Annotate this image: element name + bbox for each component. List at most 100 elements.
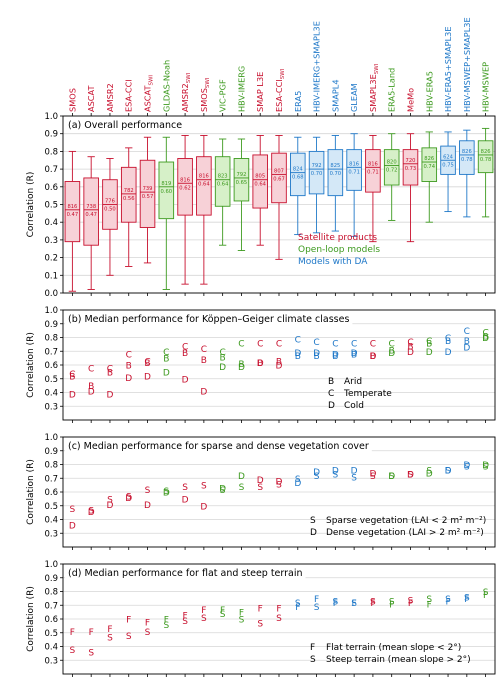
data-marker: S bbox=[145, 628, 151, 638]
data-marker: C bbox=[407, 338, 413, 348]
product-label: SMOSSWI bbox=[199, 77, 211, 112]
box-median-label: 0.64 bbox=[254, 182, 266, 188]
data-marker: C bbox=[88, 364, 94, 374]
box-iqr bbox=[365, 149, 381, 193]
data-marker: S bbox=[163, 487, 169, 497]
y-tick-label: 0.4 bbox=[44, 389, 58, 399]
data-marker: S bbox=[276, 480, 282, 490]
y-tick-label: 0.1 bbox=[44, 271, 58, 281]
box-count-label: 826 bbox=[462, 149, 472, 155]
data-marker: C bbox=[69, 370, 75, 380]
data-marker: D bbox=[369, 352, 376, 362]
product-label: SMAPL3ESWI bbox=[368, 63, 380, 112]
data-marker: S bbox=[145, 486, 151, 496]
y-tick-label: 1.0 bbox=[44, 306, 58, 316]
box-count-label: 739 bbox=[143, 186, 153, 192]
product-label: ESA-CCISWI bbox=[274, 68, 286, 112]
data-marker: D bbox=[200, 502, 207, 512]
box-median-label: 0.50 bbox=[104, 207, 116, 213]
data-marker: S bbox=[88, 506, 94, 516]
data-marker: S bbox=[464, 462, 470, 472]
legend-label: Flat terrain (mean slope < 2°) bbox=[326, 643, 461, 653]
data-marker: B bbox=[295, 352, 301, 362]
data-marker: S bbox=[201, 614, 207, 624]
y-tick-label: 0.5 bbox=[44, 375, 58, 385]
data-marker: F bbox=[389, 600, 394, 610]
box-iqr bbox=[271, 152, 287, 204]
data-marker: C bbox=[201, 345, 207, 355]
y-tick-label: 1.0 bbox=[44, 112, 58, 122]
data-marker: B bbox=[238, 360, 244, 370]
box-median-label: 0.71 bbox=[348, 169, 360, 175]
data-marker: F bbox=[370, 599, 375, 609]
box-iqr bbox=[477, 140, 494, 174]
panel-frame bbox=[62, 115, 496, 294]
box-iqr bbox=[196, 156, 212, 216]
product-label: GLEAM bbox=[349, 83, 359, 112]
y-tick-label: 0.4 bbox=[44, 516, 58, 526]
product-label: HBV-MSWEP+SMAPL3E bbox=[462, 17, 472, 112]
legend-letter: C bbox=[328, 389, 334, 399]
panel-frame bbox=[62, 309, 496, 421]
data-marker: B bbox=[483, 333, 489, 343]
box-count-label: 826 bbox=[424, 156, 434, 162]
data-marker: S bbox=[182, 483, 188, 493]
data-marker: S bbox=[483, 462, 489, 472]
data-marker: B bbox=[370, 352, 376, 362]
data-marker: B bbox=[426, 340, 432, 350]
data-marker: C bbox=[482, 329, 488, 339]
box-count-label: 816 bbox=[368, 161, 378, 167]
data-marker: D bbox=[88, 508, 95, 518]
data-marker: D bbox=[200, 388, 207, 398]
box-count-label: 816 bbox=[67, 204, 77, 210]
box-count-label: 816 bbox=[199, 174, 209, 180]
data-marker: S bbox=[257, 620, 263, 630]
data-marker: F bbox=[314, 595, 319, 605]
y-tick-label: 0.8 bbox=[44, 461, 58, 471]
data-marker: S bbox=[426, 595, 432, 605]
box-iqr bbox=[383, 149, 400, 186]
y-tick-label: 0.5 bbox=[44, 502, 58, 512]
data-marker: B bbox=[107, 368, 113, 378]
y-axis-label: Correlation (R) bbox=[26, 586, 36, 652]
data-marker: F bbox=[352, 599, 357, 609]
product-label: VIC-PGF bbox=[218, 79, 228, 112]
box-median-label: 0.64 bbox=[217, 182, 229, 188]
panel-title: (a) Overall performance bbox=[68, 120, 182, 131]
data-marker: B bbox=[220, 353, 226, 363]
data-marker: S bbox=[351, 599, 357, 609]
box-median-label: 0.64 bbox=[198, 182, 210, 188]
data-marker: D bbox=[219, 363, 226, 373]
box-median-label: 0.47 bbox=[67, 212, 79, 218]
data-marker: B bbox=[201, 356, 207, 366]
box-iqr bbox=[139, 159, 156, 228]
data-marker: B bbox=[163, 355, 169, 365]
data-marker: S bbox=[389, 598, 395, 608]
data-marker: S bbox=[257, 483, 263, 493]
panel-title-bg bbox=[65, 566, 306, 579]
box-iqr bbox=[120, 166, 137, 223]
product-label: MeMo bbox=[405, 88, 415, 112]
data-marker: S bbox=[70, 505, 76, 515]
data-marker: S bbox=[295, 475, 301, 485]
data-marker: D bbox=[88, 388, 95, 398]
box-iqr bbox=[64, 181, 81, 243]
data-marker: B bbox=[144, 359, 150, 369]
box-count-label: 792 bbox=[312, 163, 322, 169]
box-count-label: 792 bbox=[236, 172, 246, 178]
data-marker: S bbox=[314, 472, 320, 482]
data-marker: S bbox=[483, 588, 489, 598]
data-marker: S bbox=[276, 614, 282, 624]
data-marker: D bbox=[125, 374, 132, 384]
legend-letter: S bbox=[310, 516, 316, 526]
box-median-label: 0.78 bbox=[480, 157, 492, 163]
data-marker: D bbox=[106, 390, 113, 400]
data-marker: S bbox=[220, 486, 226, 496]
box-median-label: 0.47 bbox=[85, 212, 97, 218]
box-iqr bbox=[402, 149, 419, 186]
data-marker: C bbox=[464, 327, 470, 337]
y-tick-label: 0.9 bbox=[44, 320, 58, 330]
data-marker: S bbox=[389, 472, 395, 482]
data-marker: S bbox=[182, 617, 188, 627]
data-marker: D bbox=[106, 501, 113, 511]
